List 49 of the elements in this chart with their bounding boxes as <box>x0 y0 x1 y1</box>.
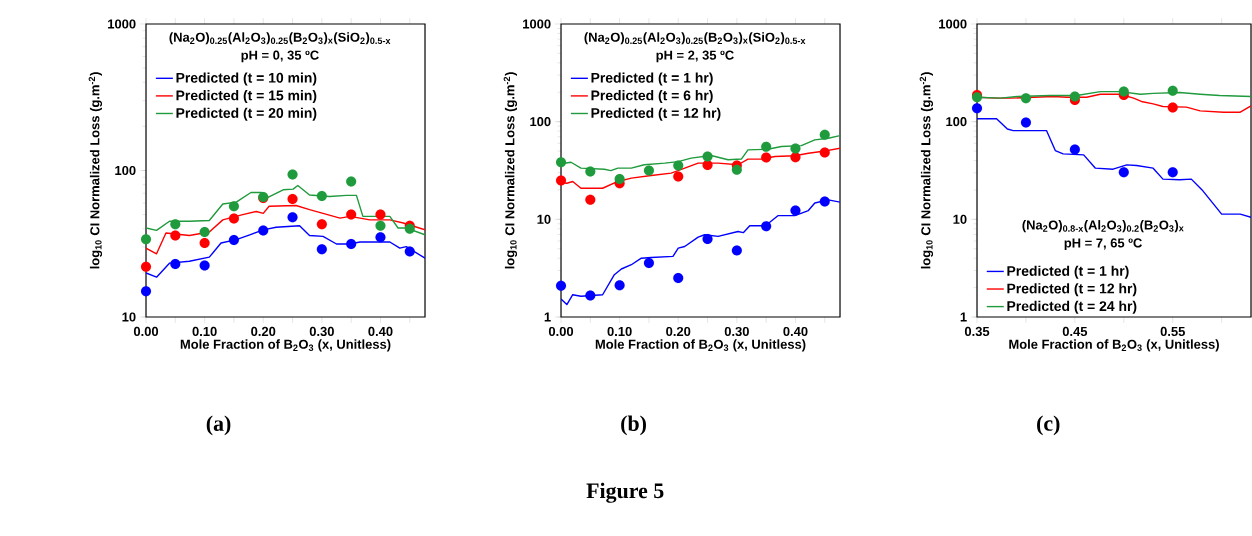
x-tick-label: 0.20 <box>666 326 691 337</box>
x-axis-title: Mole Fraction of B$_{2}$O$_{3}$ (x, Unitless) <box>180 339 391 352</box>
y-tick-label: 10 <box>122 312 136 322</box>
y-tick-label: 10 <box>953 214 967 224</box>
text: pH = 7, 65 ºC <box>1064 238 1142 251</box>
text: (b) <box>621 415 646 436</box>
x-tick-label: 0.00 <box>133 326 159 337</box>
x-tick-label: 0.40 <box>368 326 393 337</box>
x-tick-label: 0.10 <box>607 326 632 337</box>
y-tick-label: 1 <box>544 312 551 322</box>
legend-label: Predicted (t = 15 min) <box>176 90 317 104</box>
caption: Figure 5 <box>586 482 664 503</box>
x-tick-label: 0.00 <box>548 326 574 337</box>
x-tick-label: 0.20 <box>251 326 276 337</box>
text: (Na$_{2}$O)$_{0.8-x}$(Al$_{2}$O$_{3}$)$_{0.2}$(B$_{2}$O$_{3}$)$_{x}$ <box>1022 220 1184 233</box>
legend-label: Predicted (t = 20 min) <box>176 107 317 121</box>
legend-label: Predicted (t = 10 min) <box>176 72 317 86</box>
x-tick-label: 0.45 <box>1062 326 1088 337</box>
y-tick-label: 1000 <box>108 19 136 29</box>
legend-label: Predicted (t = 12 hr) <box>1007 283 1137 297</box>
legend-label: Predicted (t = 12 hr) <box>591 107 721 121</box>
y-axis-title: log$_{10}$ CI Normalized Loss (g.m$^{-2}$) <box>88 72 103 269</box>
legend-label: Predicted (t = 24 hr) <box>1007 300 1137 314</box>
x-tick-label: 0.40 <box>783 326 808 337</box>
y-axis-title: log$_{10}$ CI Normalized Loss (g.m$^{-2}$) <box>919 72 934 269</box>
y-tick-label: 1000 <box>939 19 967 29</box>
x-tick-label: 0.30 <box>724 326 749 337</box>
y-tick-label: 100 <box>946 117 967 127</box>
text: (Na$_{2}$O)$_{0.25}$(Al$_{2}$O$_{3}$)$_{0.25}$(B$_{2}$O$_{3}$)$_{x}$(SiO$_{2}$)$_{0.5-x}$ <box>584 32 806 45</box>
y-tick-label: 10 <box>537 214 551 224</box>
x-tick-label: 0.55 <box>1160 326 1185 337</box>
text: pH = 0, 35 ºC <box>241 50 319 63</box>
x-axis-title: Mole Fraction of B$_{2}$O$_{3}$ (x, Unitless) <box>1009 339 1219 352</box>
y-axis-title: log$_{10}$ CI Normalized Loss (g.m$^{-2}$) <box>503 72 518 269</box>
y-tick-label: 100 <box>530 117 551 127</box>
y-tick-label: 1 <box>960 312 967 322</box>
text: (a) <box>206 415 231 436</box>
text: (Na$_{2}$O)$_{0.25}$(Al$_{2}$O$_{3}$)$_{0.25}$(B$_{2}$O$_{3}$)$_{x}$(SiO$_{2}$)$_{0.5-x}$ <box>169 32 391 45</box>
text: (c) <box>1037 415 1060 436</box>
text: pH = 2, 35 ºC <box>656 50 734 63</box>
y-tick-label: 1000 <box>523 19 551 29</box>
x-tick-label: 0.35 <box>964 326 990 337</box>
x-tick-label: 0.10 <box>192 326 217 337</box>
legend-label: Predicted (t = 6 hr) <box>591 90 713 104</box>
y-tick-label: 100 <box>115 165 136 176</box>
legend-label: Predicted (t = 1 hr) <box>1007 265 1129 279</box>
legend-label: Predicted (t = 1 hr) <box>591 72 713 86</box>
x-axis-title: Mole Fraction of B$_{2}$O$_{3}$ (x, Unitless) <box>595 339 806 352</box>
x-tick-label: 0.30 <box>309 326 334 337</box>
